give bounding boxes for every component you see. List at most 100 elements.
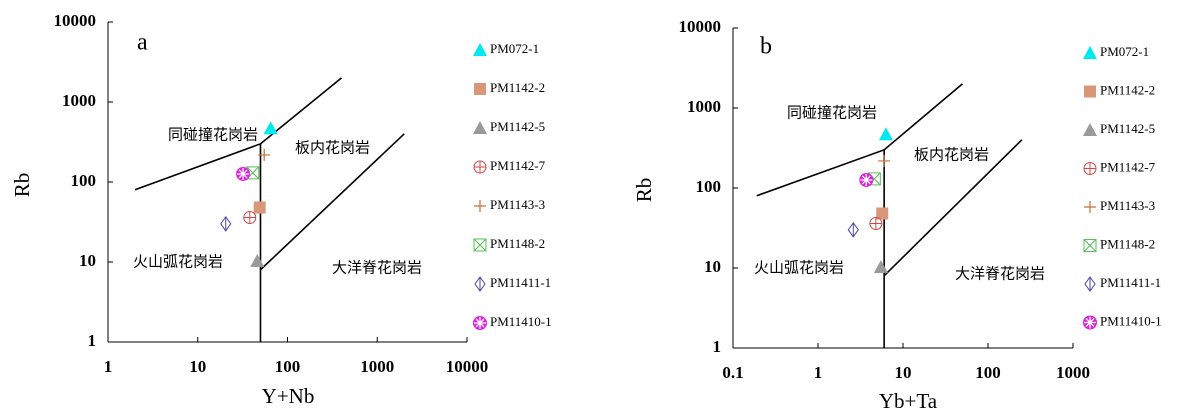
legend-marker bbox=[473, 160, 487, 174]
legend-marker bbox=[1084, 85, 1096, 98]
boundary-line bbox=[259, 133, 405, 271]
marker-shape bbox=[876, 207, 889, 220]
marker-shape bbox=[473, 121, 487, 134]
legend-marker bbox=[473, 238, 487, 252]
x-tick-label: 10000 bbox=[446, 357, 489, 376]
marker-shape bbox=[474, 161, 486, 173]
marker-shape bbox=[253, 201, 266, 214]
boundary-line bbox=[883, 139, 1023, 277]
marker-shape bbox=[263, 121, 278, 135]
legend-entry: PM11410-1 bbox=[1083, 313, 1162, 330]
legend-entry: PM072-1 bbox=[1083, 44, 1149, 59]
legend-entry: PM11411-1 bbox=[1084, 275, 1161, 292]
legend-label: PM11411-1 bbox=[490, 275, 551, 290]
marker-shape bbox=[869, 217, 882, 230]
point bbox=[859, 172, 874, 187]
x-tick-label: 1000 bbox=[1056, 363, 1090, 382]
legend-label: PM1143-3 bbox=[490, 197, 545, 212]
field-label: 同碰撞花岗岩 bbox=[168, 126, 258, 144]
x-tick-label: 1 bbox=[104, 357, 113, 376]
field-label: 板内花岗岩 bbox=[295, 139, 370, 157]
x-tick-label: 1000 bbox=[360, 357, 394, 376]
marker-shape bbox=[474, 83, 486, 95]
point bbox=[258, 148, 271, 161]
marker-shape bbox=[873, 259, 888, 273]
legend-label: PM1148-2 bbox=[1100, 236, 1155, 251]
x-tick-label: 1 bbox=[814, 363, 823, 382]
point bbox=[873, 259, 888, 273]
point bbox=[253, 201, 266, 214]
legend-label: PM1142-7 bbox=[1100, 159, 1156, 174]
marker-shape bbox=[860, 173, 873, 186]
legend-entry: PM1142-7 bbox=[1083, 159, 1156, 175]
legend-marker bbox=[1083, 46, 1097, 59]
y-axis-label: Rb bbox=[10, 173, 34, 198]
legend-label: PM1142-7 bbox=[490, 158, 546, 173]
point bbox=[847, 221, 859, 238]
legend-label: PM1142-2 bbox=[490, 80, 545, 95]
legend-entry: PM1142-7 bbox=[473, 158, 546, 174]
y-tick-label: 1 bbox=[713, 337, 722, 356]
marker-shape bbox=[1083, 239, 1097, 252]
legend-marker bbox=[473, 316, 487, 330]
marker-shape bbox=[1083, 46, 1097, 59]
legend-entry: PM1148-2 bbox=[473, 236, 545, 252]
marker-shape bbox=[1084, 201, 1096, 213]
legend-entry: PM11411-1 bbox=[474, 275, 551, 292]
marker-shape bbox=[243, 211, 256, 224]
chart: 1 10 100 1000 10000 1 10 100 1000 10000 a Y+Nb Rb 同碰撞… bbox=[10, 11, 552, 408]
marker-shape bbox=[474, 317, 486, 329]
legend-marker bbox=[473, 43, 487, 56]
legend-label: PM1142-5 bbox=[490, 119, 545, 134]
legend-label: PM072-1 bbox=[1100, 44, 1149, 59]
marker-shape bbox=[1084, 162, 1096, 175]
legend-label: PM1142-2 bbox=[1100, 82, 1155, 97]
legend-entry: PM1142-2 bbox=[1084, 82, 1155, 98]
y-tick-label: 10000 bbox=[54, 11, 97, 30]
legend-marker bbox=[474, 276, 486, 292]
y-tick-label: 10 bbox=[79, 251, 96, 270]
marker-shape bbox=[473, 43, 487, 56]
marker-shape bbox=[1083, 123, 1097, 136]
y-tick-label: 1 bbox=[88, 331, 97, 350]
y-tick-label: 100 bbox=[71, 171, 97, 190]
x-tick-label: 10 bbox=[895, 363, 912, 382]
legend-label: PM072-1 bbox=[490, 41, 539, 56]
legend-entry: PM1142-5 bbox=[1083, 121, 1155, 136]
legend-marker bbox=[1084, 276, 1096, 292]
point bbox=[263, 121, 278, 135]
marker-shape bbox=[1084, 316, 1096, 329]
marker-shape bbox=[1084, 85, 1096, 98]
legend-label: PM1148-2 bbox=[490, 236, 545, 251]
point bbox=[236, 166, 251, 181]
legend-entry: PM11410-1 bbox=[473, 314, 552, 330]
y-tick-label: 1000 bbox=[62, 91, 96, 110]
legend-marker bbox=[1083, 239, 1097, 252]
legend-label: PM1142-5 bbox=[1100, 121, 1155, 136]
marker-shape bbox=[473, 238, 487, 252]
field-label: 火山弧花岗岩 bbox=[133, 253, 223, 271]
point bbox=[878, 154, 891, 167]
point bbox=[869, 216, 883, 230]
y-axis-label: Rb bbox=[632, 178, 656, 203]
legend-entry: PM1143-3 bbox=[1084, 198, 1155, 213]
x-tick-label: 100 bbox=[975, 363, 1001, 382]
chart-letter: b bbox=[760, 34, 772, 60]
y-tick-label: 100 bbox=[696, 177, 722, 196]
legend-marker bbox=[1083, 162, 1097, 175]
x-axis-label: Y+Nb bbox=[262, 384, 315, 408]
x-axis-label: Yb+Ta bbox=[879, 389, 938, 412]
field-label: 火山弧花岗岩 bbox=[754, 259, 844, 277]
legend-label: PM11410-1 bbox=[1100, 313, 1162, 328]
y-tick-label: 10000 bbox=[679, 17, 722, 36]
marker-shape bbox=[473, 238, 487, 252]
legend-entry: PM1143-3 bbox=[474, 197, 545, 212]
legend-entry: PM1148-2 bbox=[1083, 236, 1155, 252]
legend-marker bbox=[474, 200, 486, 212]
boundary-line bbox=[134, 77, 343, 191]
point bbox=[243, 210, 257, 224]
point bbox=[878, 127, 893, 141]
point bbox=[876, 207, 889, 220]
